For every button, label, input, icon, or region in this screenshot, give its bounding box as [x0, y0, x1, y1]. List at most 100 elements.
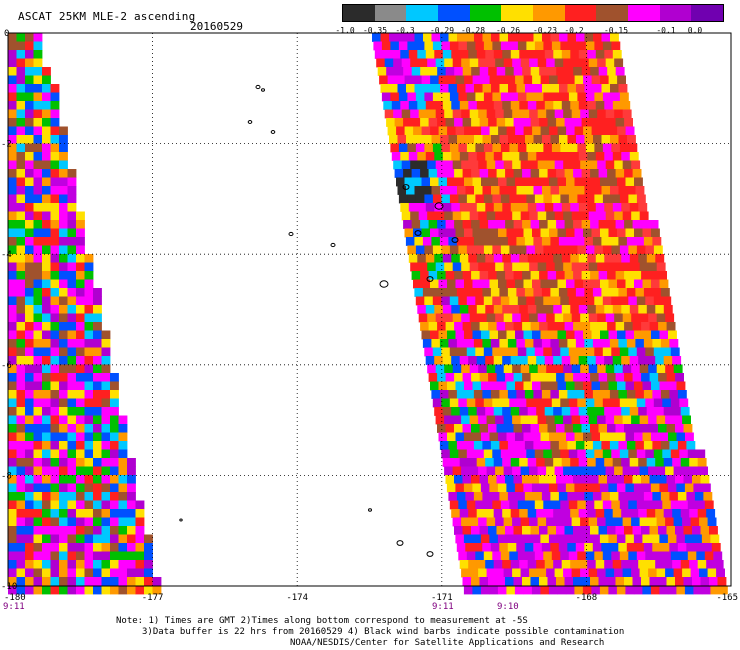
- axis-ticks: -180 -177 -174 -171 -168 -1650-2-4-6-8-109:11…: [1, 29, 738, 612]
- wind-cell: [101, 415, 111, 425]
- wind-cell: [59, 364, 68, 374]
- wind-cell: [523, 177, 533, 187]
- wind-cell: [482, 441, 492, 450]
- wind-cell: [635, 237, 645, 246]
- wind-cell: [50, 296, 60, 306]
- wind-cell: [16, 441, 26, 450]
- wind-cell: [505, 67, 515, 76]
- wind-cell: [663, 509, 673, 518]
- wind-cell: [612, 101, 622, 110]
- wind-cell: [33, 560, 43, 569]
- wind-cell: [418, 211, 428, 221]
- wind-cell: [539, 526, 548, 535]
- wind-cell: [696, 551, 706, 561]
- wind-cell: [479, 271, 489, 280]
- wind-cell: [110, 449, 119, 459]
- wind-cell: [50, 330, 60, 340]
- wind-cell: [638, 509, 648, 518]
- wind-cell: [472, 279, 482, 289]
- wind-cell: [490, 441, 500, 450]
- wind-cell: [127, 500, 136, 510]
- wind-cell: [84, 432, 94, 442]
- wind-cell: [530, 526, 540, 535]
- wind-cell: [59, 441, 68, 450]
- wind-cell: [526, 347, 536, 357]
- wind-cell: [546, 58, 556, 68]
- wind-cell: [468, 254, 478, 263]
- wind-cell: [33, 551, 43, 561]
- wind-cell: [67, 237, 77, 246]
- wind-cell: [597, 109, 607, 119]
- wind-cell: [591, 75, 601, 85]
- wind-cell: [534, 143, 544, 153]
- wind-cell: [506, 279, 516, 289]
- wind-cell: [452, 313, 462, 323]
- wind-cell: [465, 390, 475, 399]
- wind-cell: [25, 135, 34, 144]
- wind-cell: [16, 220, 26, 229]
- wind-cell: [456, 390, 466, 399]
- wind-cell: [645, 347, 655, 357]
- wind-cell: [84, 390, 94, 399]
- wind-cell: [33, 84, 43, 93]
- wind-cell: [563, 364, 573, 374]
- wind-cell: [520, 160, 530, 170]
- wind-cell: [576, 33, 585, 42]
- wind-cell: [682, 517, 691, 527]
- wind-cell: [492, 398, 502, 408]
- wind-cell: [629, 509, 639, 518]
- wind-cell: [16, 356, 26, 365]
- product-title: ASCAT 25KM MLE-2 ascending: [18, 10, 196, 23]
- wind-cell: [475, 500, 485, 510]
- wind-cell: [428, 169, 438, 178]
- wind-cell: [595, 101, 605, 110]
- wind-cell: [543, 449, 553, 459]
- wind-cell: [646, 458, 656, 467]
- wind-cell: [8, 339, 17, 348]
- wind-cell: [432, 245, 442, 255]
- wind-cell: [629, 407, 639, 416]
- wind-cell: [594, 449, 604, 459]
- wind-cell: [541, 390, 551, 399]
- wind-cell: [472, 585, 482, 595]
- wind-cell: [543, 143, 553, 153]
- wind-cell: [615, 475, 625, 484]
- wind-cell: [635, 339, 645, 348]
- wind-cell: [25, 330, 34, 340]
- wind-cell: [50, 288, 60, 297]
- wind-cell: [564, 577, 574, 586]
- wind-cell: [152, 585, 162, 595]
- wind-cell: [489, 330, 499, 340]
- wind-cell: [631, 415, 640, 425]
- wind-cell: [536, 407, 546, 416]
- wind-cell: [42, 211, 51, 221]
- wind-cell: [676, 381, 686, 391]
- wind-cell: [556, 475, 565, 484]
- wind-cell: [8, 432, 17, 442]
- wind-cell: [564, 322, 574, 331]
- wind-cell: [498, 228, 507, 238]
- wind-cell: [600, 330, 609, 340]
- wind-cell: [525, 135, 534, 144]
- wind-cell: [456, 288, 466, 297]
- wind-cell: [679, 449, 689, 459]
- wind-cell: [710, 534, 720, 544]
- wind-cell: [76, 296, 85, 306]
- wind-cell: [16, 177, 26, 187]
- wind-cell: [537, 262, 547, 272]
- wind-cell: [551, 245, 561, 255]
- wind-cell: [396, 126, 405, 136]
- wind-cell: [42, 364, 51, 374]
- wind-cell: [84, 492, 94, 501]
- wind-cell: [601, 84, 611, 93]
- wind-cell: [489, 534, 499, 544]
- wind-cell: [76, 483, 85, 493]
- wind-cell: [626, 288, 636, 297]
- wind-cell: [67, 509, 77, 518]
- wind-cell: [33, 109, 43, 119]
- wind-cell: [67, 398, 77, 408]
- wind-cell: [76, 500, 85, 510]
- wind-cell: [33, 75, 43, 85]
- wind-cell: [540, 534, 550, 544]
